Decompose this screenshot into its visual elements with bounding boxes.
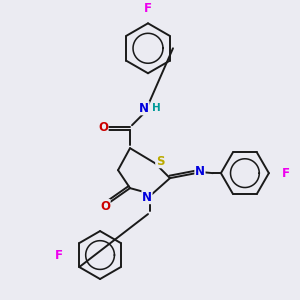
Text: O: O [100, 200, 110, 213]
Text: O: O [98, 121, 108, 134]
Text: N: N [142, 190, 152, 204]
Text: N: N [195, 165, 205, 178]
Text: H: H [152, 103, 160, 113]
Text: F: F [144, 2, 152, 15]
Text: F: F [282, 167, 290, 180]
Text: N: N [139, 102, 149, 115]
Text: S: S [156, 155, 164, 168]
Text: F: F [55, 249, 63, 262]
